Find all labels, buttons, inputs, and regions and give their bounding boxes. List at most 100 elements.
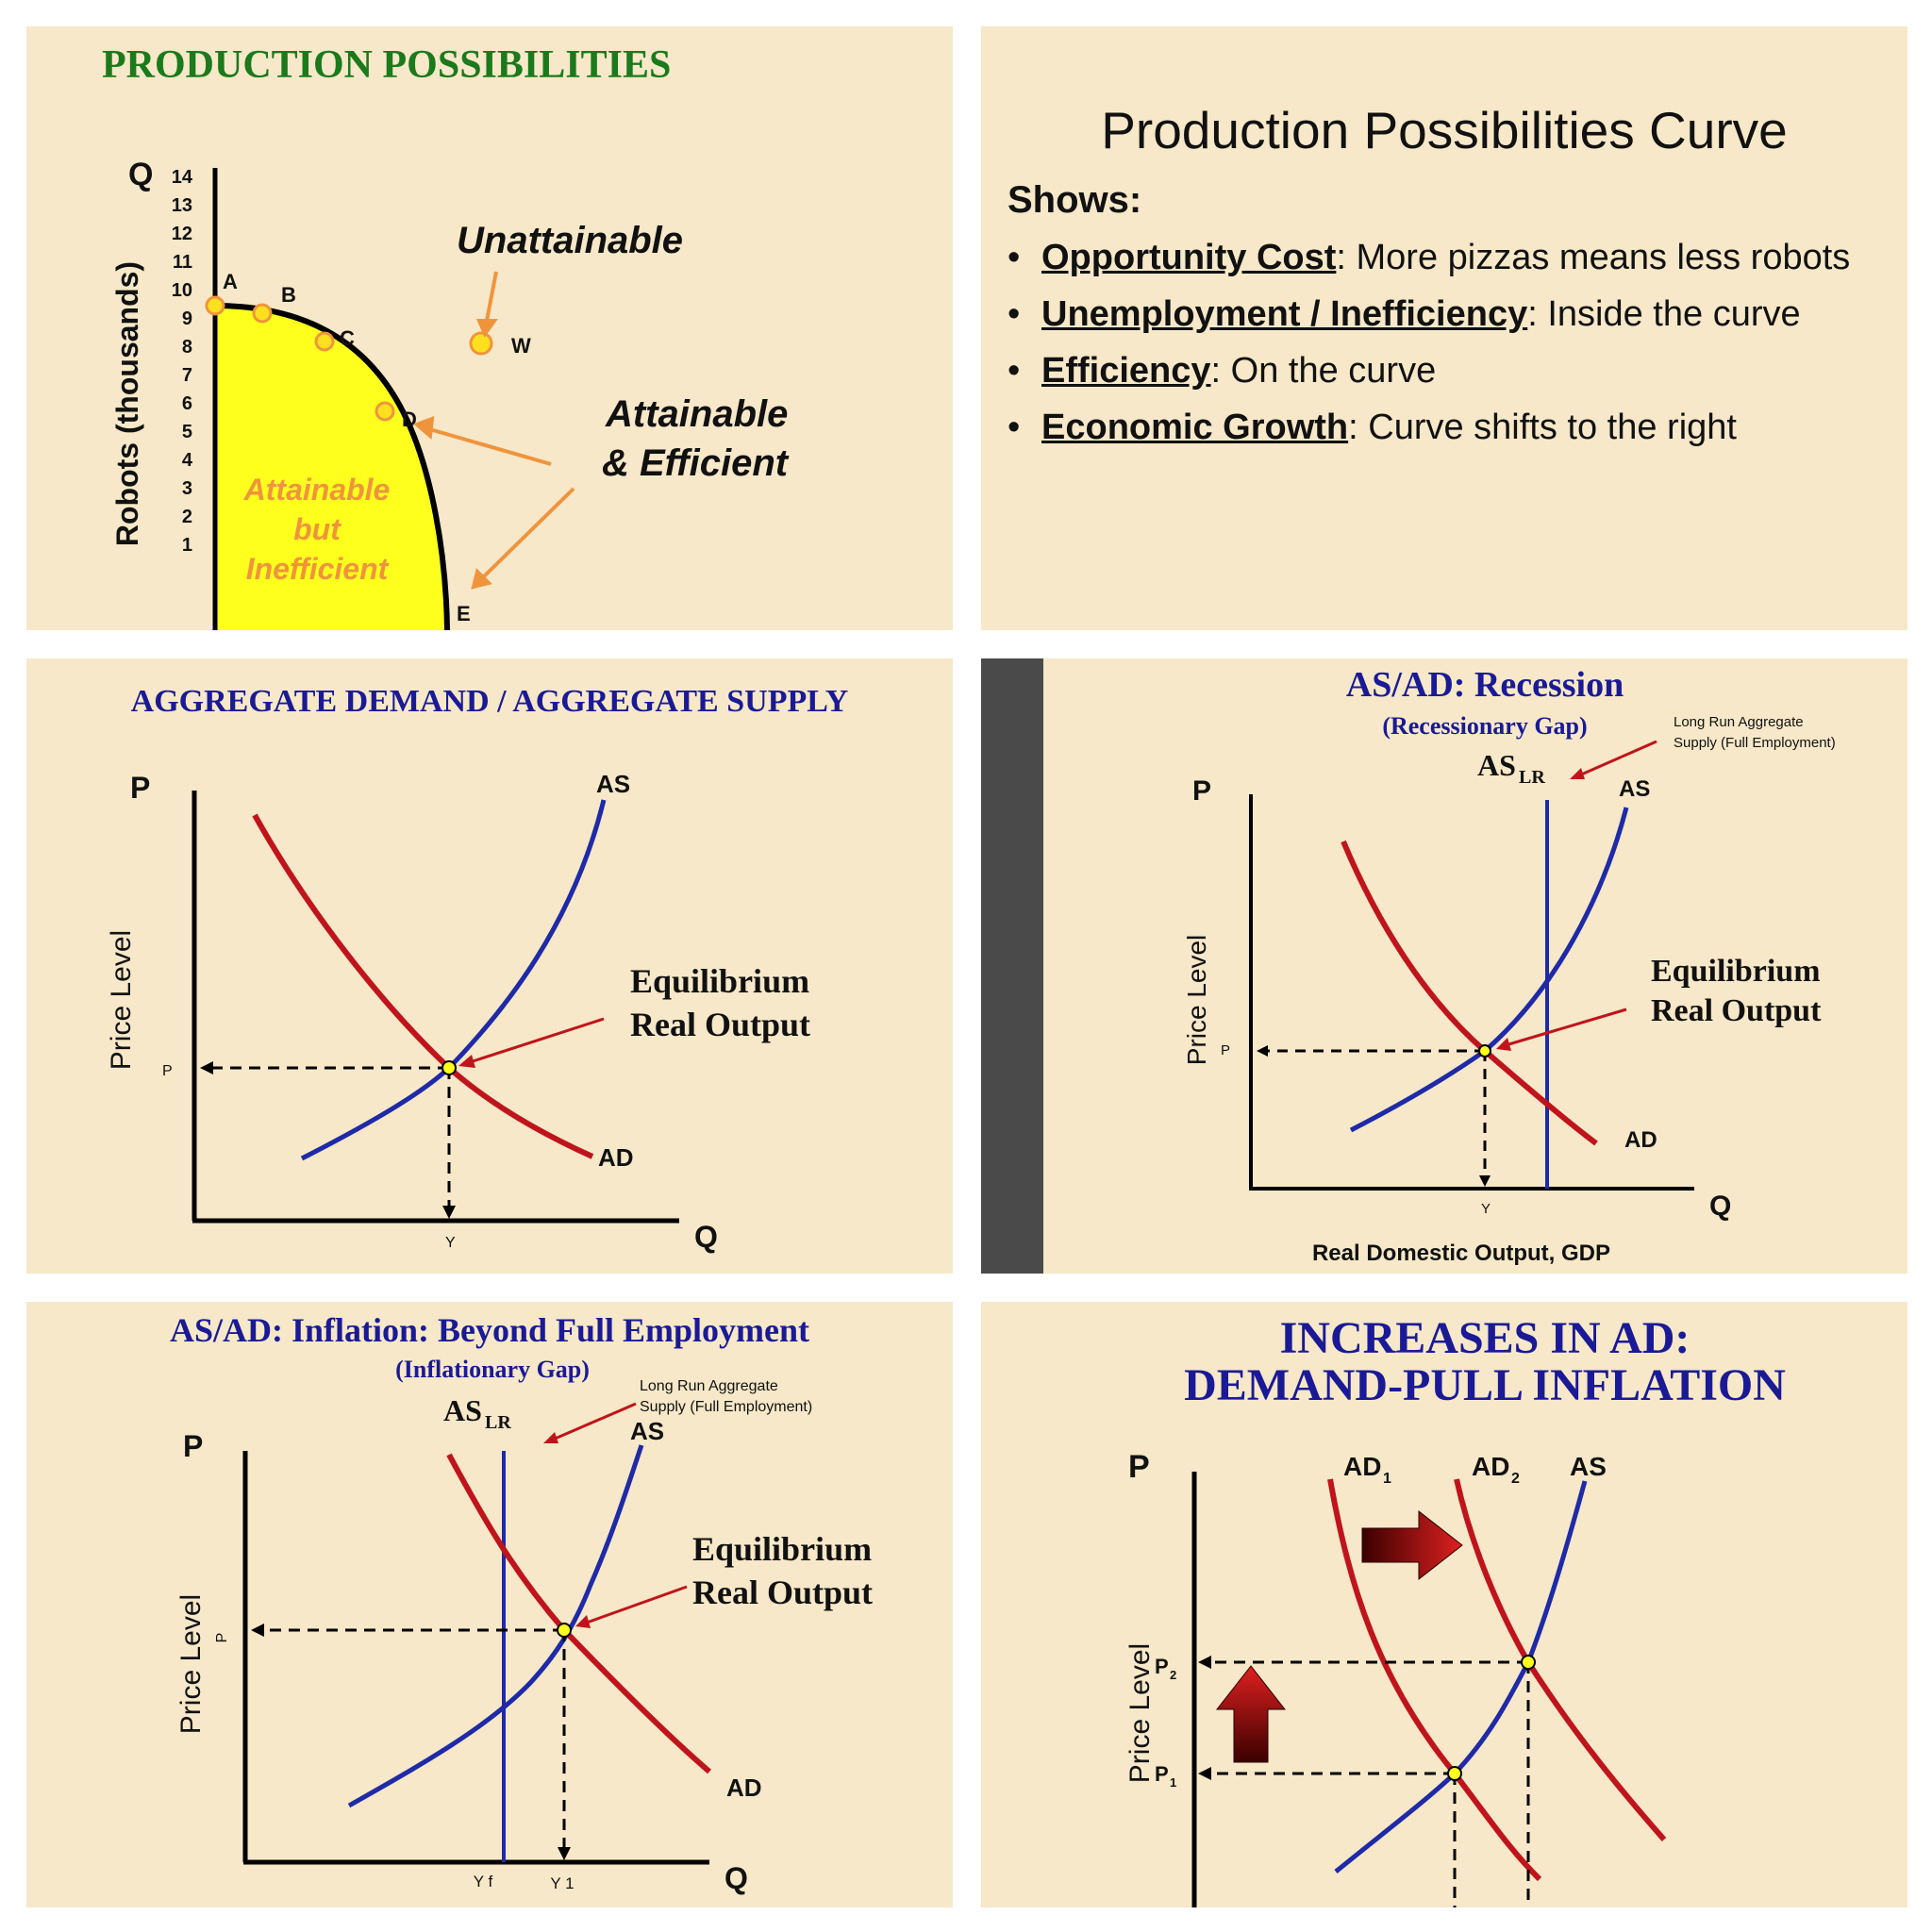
arrow-head (1570, 768, 1585, 779)
list-item: • Economic Growth: Curve shifts to the ri… (1008, 404, 1894, 451)
old-equilibrium-point (1447, 1766, 1462, 1781)
p-axis-letter: P (183, 1429, 203, 1463)
equilibrium-label: Real Output (692, 1574, 873, 1611)
arrow-head (1479, 1175, 1491, 1187)
arrow-head (442, 1206, 456, 1219)
point-d-label: D (402, 408, 417, 431)
ad2-label: AD (1472, 1452, 1509, 1481)
as-curve (1349, 807, 1629, 1133)
y-axis-label: Price Level (1124, 1643, 1156, 1783)
list-item: • Efficiency: On the curve (1008, 347, 1894, 394)
list-item: • Unemployment / Inefficiency: Inside the… (1008, 291, 1894, 338)
arrow-head (251, 1624, 264, 1637)
arrow-head (458, 1055, 475, 1068)
as-label: AS (630, 1417, 664, 1445)
panel-subtitle: (Inflationary Gap) (395, 1356, 590, 1383)
point-c-marker (314, 331, 335, 352)
arrow-to-d (425, 426, 552, 466)
attainable-region (215, 306, 447, 630)
y-tick-label: 10 (172, 280, 192, 301)
y1-tick-label: Y 1 (550, 1874, 574, 1892)
lr-note-pointer (552, 1402, 637, 1441)
as-label: AS (1570, 1452, 1607, 1481)
lr-note-pointer (1578, 740, 1657, 777)
panel-subtitle: (Recessionary Gap) (1382, 712, 1587, 740)
p-tick-label: P (1221, 1042, 1230, 1058)
ad2-subscript: 2 (1511, 1471, 1520, 1487)
panel-title: DEMAND-PULL INFLATION (1184, 1360, 1786, 1410)
y-tick-label: 12 (172, 224, 192, 244)
arrow-head (575, 1615, 591, 1628)
y-axis-label: Price Level (1182, 935, 1211, 1066)
panel-title: Production Possibilities Curve (1101, 101, 1788, 159)
y-tick-label: 1 (182, 535, 192, 556)
p2-label: P (1155, 1655, 1169, 1678)
point-w-marker (469, 331, 493, 356)
panel-title: AS/AD: Recession (1346, 665, 1624, 705)
y-tick-label: 14 (172, 167, 193, 188)
equilibrium-pointer (1505, 1008, 1627, 1047)
panel-inflation: AS/AD: Inflation: Beyond Full Employment… (26, 1302, 953, 1907)
y-tick-label: 7 (182, 365, 192, 386)
bullet: • (1008, 238, 1021, 277)
point-b-marker (252, 303, 273, 324)
arrow-to-e (481, 487, 575, 579)
equilibrium-label: Real Output (630, 1006, 810, 1043)
term-description: : Curve shifts to the right (1348, 408, 1737, 447)
as-curve (300, 799, 607, 1161)
ad1-subscript: 1 (1383, 1471, 1391, 1487)
ppc-chart: PRODUCTION POSSIBILITIES Q Robots (thous… (102, 43, 790, 630)
aslr-label: AS (443, 1393, 482, 1427)
equilibrium-point (441, 1060, 457, 1075)
panel-production-possibilities: PRODUCTION POSSIBILITIES Q Robots (thous… (26, 26, 953, 630)
equilibrium-point (557, 1623, 572, 1638)
equilibrium-point (1478, 1044, 1491, 1058)
arrow-head (1198, 1767, 1211, 1780)
term-unemployment: Unemployment / Inefficiency (1041, 294, 1528, 334)
panel-ad-as: AGGREGATE DEMAND / AGGREGATE SUPPLY P Q … (26, 658, 953, 1274)
y-tick-label: Y (445, 1235, 456, 1251)
equilibrium-pointer (586, 1585, 688, 1624)
ad-as-chart: AGGREGATE DEMAND / AGGREGATE SUPPLY P Q … (106, 684, 848, 1254)
point-d-marker (375, 401, 395, 422)
term-description: : More pizzas means less robots (1336, 238, 1851, 277)
lr-note: Supply (Full Employment) (640, 1399, 812, 1415)
x-axis-label: Real Domestic Output, GDP (1312, 1241, 1610, 1266)
point-e-label: E (457, 602, 471, 625)
y-tick-label: 9 (182, 308, 192, 329)
term-description: : On the curve (1210, 351, 1437, 391)
arrow-head (1257, 1045, 1268, 1057)
y-axis-label: Price Level (106, 930, 137, 1070)
p-tick-label: P (214, 1633, 230, 1643)
as-curve (1334, 1480, 1588, 1874)
lr-note: Supply (Full Employment) (1674, 735, 1836, 751)
equilibrium-pointer (469, 1017, 605, 1064)
yf-tick-label: Y f (474, 1873, 493, 1890)
y-tick-label: 2 (182, 507, 192, 527)
arrow-head (543, 1432, 558, 1443)
ad-label: AD (598, 1143, 634, 1172)
list-item: • Opportunity Cost: More pizzas means les… (1008, 234, 1894, 281)
p1-label: P (1155, 1762, 1169, 1786)
unattainable-label: Unattainable (457, 220, 683, 261)
y-tick-label: 6 (182, 393, 192, 414)
ad-label: AD (1624, 1127, 1657, 1153)
as-label: AS (596, 770, 630, 798)
equilibrium-label: Equilibrium (692, 1530, 872, 1568)
bullet: • (1008, 351, 1021, 391)
ad-curve (1341, 840, 1598, 1146)
ad2-curve (1454, 1478, 1667, 1841)
ad-curve (252, 813, 594, 1159)
y-tick-label: 11 (173, 252, 192, 273)
panel-title: PRODUCTION POSSIBILITIES (102, 43, 671, 87)
arrow-head (558, 1847, 571, 1860)
as-label: AS (1619, 776, 1650, 802)
term-description: : Inside the curve (1527, 294, 1801, 334)
y-tick-label: 13 (172, 195, 192, 216)
panel-ppc-summary: Production Possibilities Curve Shows: • O… (981, 26, 1907, 630)
p2-subscript: 2 (1170, 1668, 1176, 1682)
side-strip (981, 658, 1043, 1274)
y-tick-label: 3 (182, 478, 192, 499)
p-axis-letter: P (130, 771, 150, 805)
y-axis-label: Robots (thousands) (110, 261, 144, 546)
